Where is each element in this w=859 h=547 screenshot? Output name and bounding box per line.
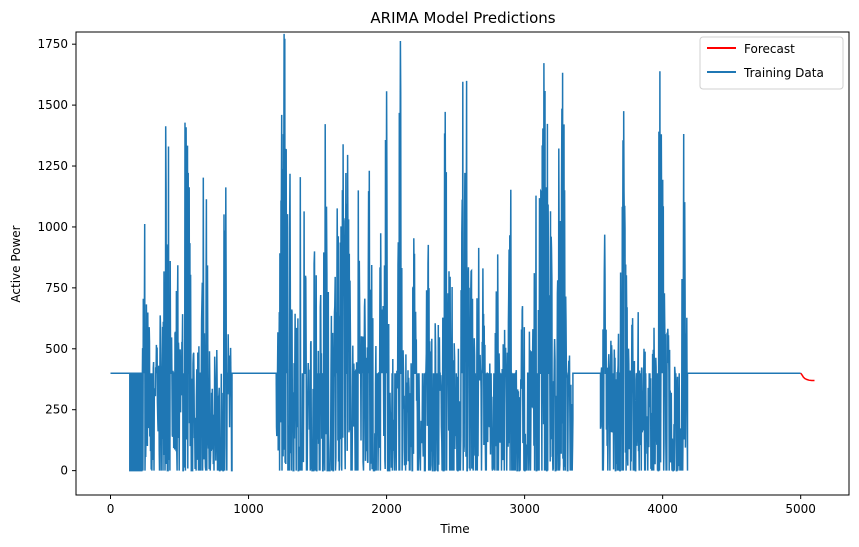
- y-axis-label: Active Power: [9, 225, 23, 302]
- y-tick-label: 750: [45, 281, 68, 295]
- y-tick-label: 1000: [37, 220, 68, 234]
- legend-box: [699, 36, 844, 90]
- x-tick-label: 5000: [785, 502, 816, 516]
- y-tick-label: 500: [45, 342, 68, 356]
- y-tick-label: 1250: [37, 159, 68, 173]
- y-tick-label: 0: [60, 464, 68, 478]
- y-tick-label: 1500: [37, 98, 68, 112]
- x-axis-label: Time: [439, 522, 469, 536]
- y-tick-label: 250: [45, 403, 68, 417]
- legend-training-label: Training Data: [743, 66, 824, 80]
- y-axis: 0 250 500 750 1000 1250 1500 1750: [37, 37, 76, 478]
- training-data-line: [110, 33, 801, 472]
- chart-title: ARIMA Model Predictions: [370, 9, 555, 27]
- legend: Forecast Training Data: [699, 36, 844, 90]
- x-tick-label: 4000: [647, 502, 678, 516]
- training-data-path: [110, 33, 801, 472]
- x-tick-label: 3000: [509, 502, 540, 516]
- x-tick-label: 1000: [233, 502, 264, 516]
- legend-forecast-label: Forecast: [744, 42, 795, 56]
- forecast-line: [800, 372, 815, 382]
- plot-frame: [75, 31, 850, 496]
- x-axis: 0 1000 2000 3000 4000 5000: [107, 495, 816, 516]
- x-tick-label: 2000: [371, 502, 402, 516]
- x-tick-label: 0: [107, 502, 115, 516]
- y-tick-label: 1750: [37, 37, 68, 51]
